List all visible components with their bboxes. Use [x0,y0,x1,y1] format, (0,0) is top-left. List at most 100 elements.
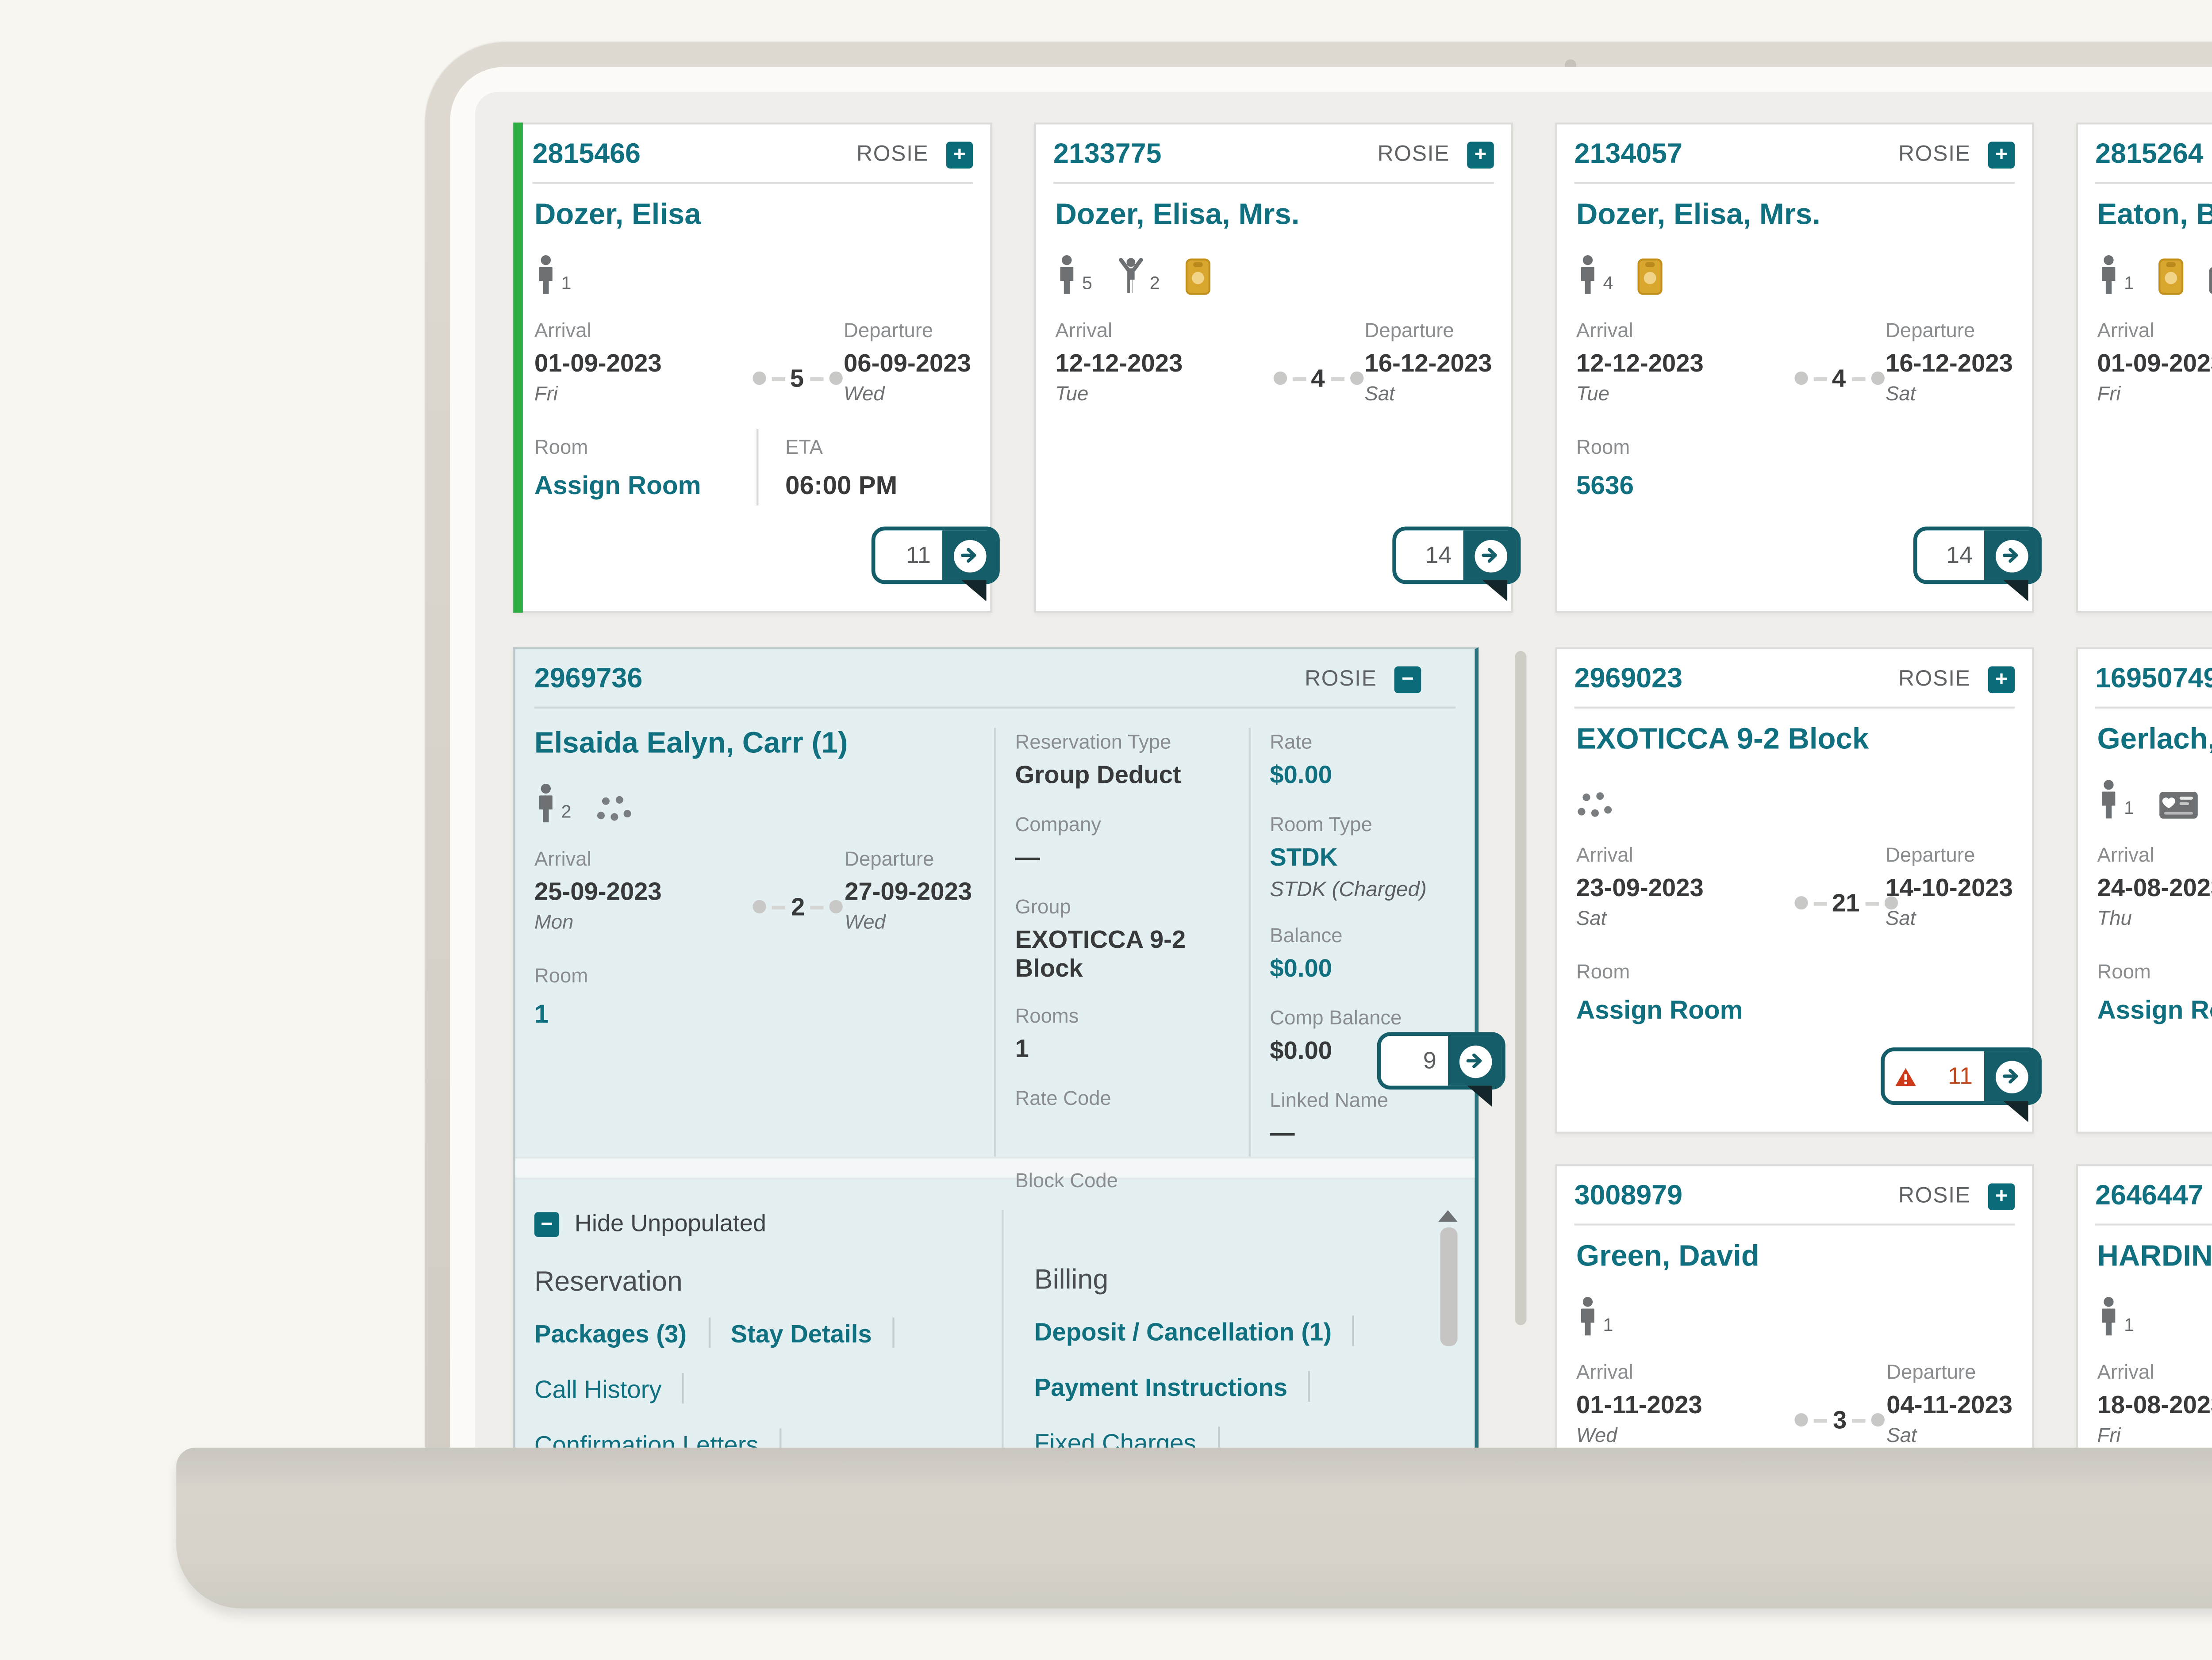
scrollbar-thumb[interactable] [1439,1227,1457,1346]
go-to-reservation-button[interactable] [942,530,996,580]
field-label: Balance [1270,925,1343,948]
hide-unpopulated-toggle[interactable]: – Hide Unpopulated [534,1210,1002,1237]
detail-link[interactable]: Deposit / Cancellation (1) [1034,1316,1332,1346]
checkbox-minus-icon[interactable]: – [534,1211,560,1236]
nights-indicator: 4 [1272,320,1365,406]
departure-label: Departure [1364,319,1454,343]
room-link[interactable]: Assign Room [2097,996,2212,1025]
arrow-right-icon [1994,1060,2028,1093]
arrow-right-icon [1474,539,1506,572]
reservation-number[interactable]: 2815264 [2095,140,2204,171]
field-label: Rate [1270,731,1313,755]
reservation-number[interactable]: 3008979 [1574,1181,1682,1212]
vip-tag-icon [2159,258,2184,295]
expand-card-button[interactable]: + [1988,1183,2015,1211]
badge-tail [2003,580,2028,602]
open-reservation-badge[interactable]: 14 [1913,526,2042,602]
collapse-card-button[interactable]: − [1394,666,1421,694]
guest-name[interactable]: Green, David [1576,1241,1759,1273]
reservation-number[interactable]: 2133775 [1053,140,1162,171]
reservation-card[interactable]: 2134057 ROSIE + Dozer, Elisa, Mrs. 4 Arr… [1555,123,2042,613]
detail-field: Rate Code [1015,1088,1233,1147]
reservation-number[interactable]: 2815466 [532,140,641,171]
badge-tail [2003,1101,2028,1122]
reservation-card[interactable]: 1695074916 ROSIE + Gerlach, Annamarie 1 … [2076,647,2212,1134]
room-link[interactable]: Assign Room [534,471,701,500]
detail-link[interactable]: Confirmation Letters [534,1429,759,1448]
expand-card-button[interactable]: + [946,142,973,169]
arrival-date: 12-12-2023 [1055,348,1183,377]
go-to-reservation-button[interactable] [1984,530,2038,580]
go-to-reservation-button[interactable] [1463,530,1517,580]
reservation-card[interactable]: 2969023 ROSIE + EXOTICCA 9-2 Block Arriv… [1555,647,2042,1134]
board-scrollbar[interactable] [1515,651,1527,1325]
arrival-label: Arrival [2097,1361,2154,1385]
adult-icon: 1 [1576,1296,1613,1337]
guest-name[interactable]: Dozer, Elisa, Mrs. [1576,199,1820,232]
link-separator [1308,1371,1311,1402]
detail-link[interactable]: Packages (3) [534,1318,687,1347]
expand-card-button[interactable]: + [1988,142,2015,169]
room-row: Room 1 [534,958,975,1034]
field-value: 1 [1015,1034,1029,1063]
arrow-right-icon [1458,1044,1491,1077]
reservation-card[interactable]: 2815466 ROSIE + Dozer, Elisa 1 Arrival 0… [513,123,1000,613]
arrival-label: Arrival [2097,319,2154,343]
go-to-reservation-button[interactable] [1984,1051,2038,1101]
arrival-day: Fri [2097,383,2121,406]
guest-count: 5 [1082,274,1092,295]
departure-label: Departure [845,848,934,871]
nights-indicator: 5 [752,320,844,406]
field-label: Group [1015,896,1071,920]
nights-indicator: 4 [1793,320,1886,406]
scroll-up-icon[interactable] [1438,1210,1458,1222]
reservation-number[interactable]: 2969736 [534,664,643,695]
reservation-card[interactable]: 2646447 ROSIE + HARDIN, RAYMOND 1 Arriva… [2076,1164,2212,1448]
reservation-number[interactable]: 2134057 [1574,140,1682,171]
guest-name[interactable]: Eaton, Brian, Mr. [2097,199,2212,232]
guest-name[interactable]: EXOTICCA 9-2 Block [1576,724,1869,757]
nights-count: 2 [791,892,805,921]
open-reservation-badge[interactable]: 11 [1881,1047,2042,1122]
guest-name[interactable]: Gerlach, Annamarie [2097,724,2212,757]
room-label: Room [1576,437,1630,460]
open-reservation-badge[interactable]: 11 [871,526,1000,602]
go-to-reservation-button[interactable] [1448,1036,1502,1086]
card-header: 2646447 ROSIE + [2095,1166,2212,1226]
guest-name[interactable]: HARDIN, RAYMOND [2097,1241,2212,1273]
nights-indicator: 3 [1794,1361,1886,1448]
expand-card-button[interactable]: + [1988,666,2015,694]
card-scrollbar[interactable] [1438,1210,1458,1346]
guest-name[interactable]: Elsaida Ealyn, Carr (1) [534,728,848,760]
link-separator [780,1428,782,1448]
detail-link[interactable]: Call History [534,1374,662,1403]
room-link[interactable]: 1 [534,999,549,1028]
stay-dates: Arrival 18-08-2023 Fri 1 Departure 19-08… [2097,1361,2212,1448]
expand-card-button[interactable]: + [1467,142,1494,169]
reservation-card[interactable]: 2815264 ROSIE + Eaton, Brian, Mr. 1 Arri… [2076,123,2212,613]
reservation-number[interactable]: 2969023 [1574,664,1682,695]
detail-link[interactable]: Fixed Charges [1034,1427,1196,1448]
loyalty-card-icon [2159,791,2199,820]
guest-name[interactable]: Dozer, Elisa [534,199,701,232]
arrival-date: 01-09-2023 [534,348,662,377]
arrival-day: Fri [2097,1424,2121,1448]
open-reservation-badge[interactable]: 14 [1392,526,1521,602]
reservation-number[interactable]: 1695074916 [2095,664,2212,695]
room-link[interactable]: 5636 [1576,471,1634,500]
reservation-number[interactable]: 2646447 [2095,1181,2204,1212]
room-link[interactable]: Assign Room [1576,996,1743,1025]
detail-field: Room Type STDK STDK (Charged) [1270,814,1448,902]
notification-count: 14 [1425,542,1452,569]
detail-link[interactable]: Payment Instructions [1034,1372,1288,1401]
adult-icon: 1 [2097,1296,2134,1337]
reservation-card[interactable]: 3008979 ROSIE + Green, David 1 Arrival 0… [1555,1164,2034,1448]
detail-link[interactable]: Stay Details [730,1318,872,1347]
room-row: Room Assign Room [1576,954,2013,1030]
departure-label: Departure [1886,1361,1976,1385]
reservation-card-expanded[interactable]: 2969736 ROSIE − Elsaida Ealyn, Carr (1) … [513,647,1505,1448]
open-reservation-badge[interactable]: 9 [1377,1032,1505,1107]
guest-name[interactable]: Dozer, Elisa, Mrs. [1055,199,1300,232]
